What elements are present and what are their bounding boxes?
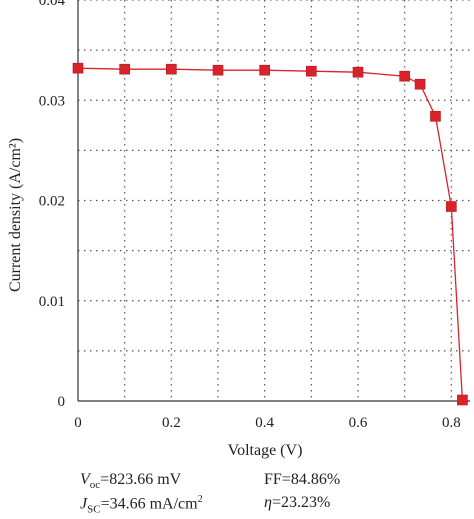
y-tick-label: 0.04 [39,0,66,9]
x-tick-label: 0.8 [442,415,461,431]
data-point [430,110,441,122]
jsc-annotation: JSC=34.66 mA/cm2 [80,494,203,516]
data-point [166,63,177,75]
data-point [457,394,468,406]
data-point [259,64,270,76]
y-tick-label: 0.01 [39,294,65,310]
data-point [446,201,457,212]
y-tick-label: 0.02 [39,194,65,210]
data-point [72,62,84,74]
jsc-value: =34.66 mA/cm [100,495,198,513]
eta-symbol: η [264,494,272,511]
jsc-subscript: SC [87,503,101,516]
ff-annotation: FF=84.86% [264,471,340,489]
x-tick-label: 0 [74,415,82,431]
series [72,62,468,406]
jsc-superscript: 2 [197,494,203,505]
series-line [77,67,464,401]
x-axis-label: Voltage (V) [228,442,303,459]
y-tick-label: 0 [58,394,66,410]
data-point [119,63,130,75]
voc-subscript: oc [89,479,101,492]
data-point [414,78,426,90]
x-tick-label: 0.2 [162,415,181,431]
voc-value: =823.66 mV [100,471,182,488]
x-tick-label: 0.6 [349,415,368,431]
y-axis-label: Current density (A/cm²) [7,138,24,292]
grid [78,0,470,401]
x-tick-label: 0.4 [255,415,274,431]
voc-symbol: V [80,471,90,488]
voc-annotation: Voc=823.66 mV [80,471,181,491]
eta-annotation: η=23.23% [264,494,330,512]
y-tick-label: 0.03 [39,93,65,109]
axes [77,0,470,402]
data-point [399,70,410,82]
data-point [212,64,224,76]
eta-value: =23.23% [271,494,331,511]
tick-labels: 0 0.2 0.4 0.6 0.8 0 0.01 0.02 0.03 0.04 [39,0,461,431]
jsc-symbol: J [80,495,88,513]
data-point [352,66,364,78]
ff-value: FF=84.86% [264,471,341,488]
data-point [306,65,317,77]
